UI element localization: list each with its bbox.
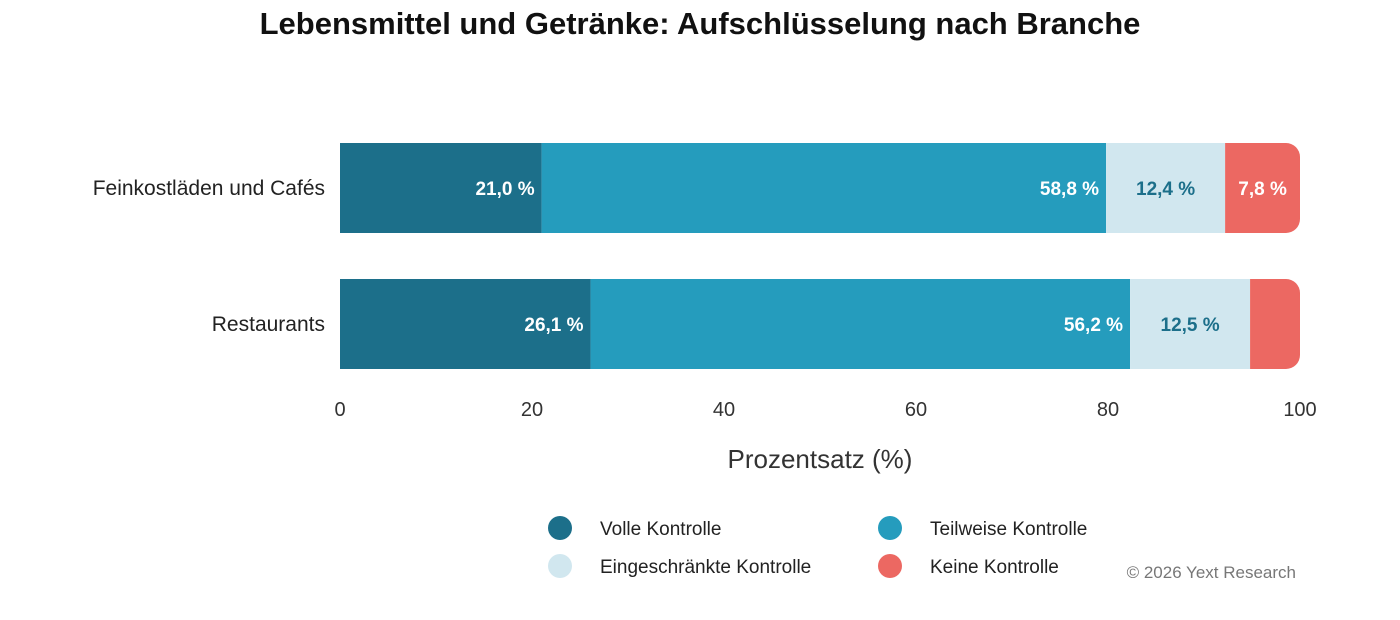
x-tick-label-80: 80 xyxy=(1097,399,1119,421)
data-label-volle-kontrolle-restaurants: 26,1 % xyxy=(524,315,583,336)
x-tick-label-60: 60 xyxy=(905,399,927,421)
bar-segment-teilweise-kontrolle-restaurants xyxy=(590,279,1131,369)
bars: Feinkostläden und Cafés 21,0 % 58,8 % 12,4 … xyxy=(93,143,1300,369)
data-label-teilweise-kontrolle-feinkostlaeden-und-cafes: 58,8 % xyxy=(1040,179,1099,200)
chart-title: Lebensmittel und Getränke: Aufschlüsselu… xyxy=(260,6,1141,41)
legend: Volle Kontrolle Teilweise Kontrolle Einges… xyxy=(548,516,1087,578)
legend-swatch-eingeschraenkte-kontrolle xyxy=(548,554,572,578)
legend-label-volle-kontrolle: Volle Kontrolle xyxy=(600,519,721,540)
bar-segment-eingeschraenkte-kontrolle-restaurants xyxy=(1130,279,1251,369)
x-tick-label-0: 0 xyxy=(334,399,345,421)
bar-segment-eingeschraenkte-kontrolle-feinkostlaeden-und-cafes xyxy=(1106,143,1226,233)
category-label-feinkostlaeden-und-cafes: Feinkostläden und Cafés xyxy=(93,177,325,200)
data-label-eingeschraenkte-kontrolle-feinkostlaeden-und-cafes: 12,4 % xyxy=(1136,179,1195,200)
bar-row-restaurants xyxy=(340,279,1300,369)
bar-segment-teilweise-kontrolle-feinkostlaeden-und-cafes xyxy=(541,143,1107,233)
bar-row-feinkostlaeden-und-cafes xyxy=(340,143,1300,233)
x-axis-title: Prozentsatz (%) xyxy=(728,444,913,474)
x-tick-label-40: 40 xyxy=(713,399,735,421)
legend-label-teilweise-kontrolle: Teilweise Kontrolle xyxy=(930,519,1087,540)
x-tick-label-20: 20 xyxy=(521,399,543,421)
bar-segment-volle-kontrolle-restaurants xyxy=(340,279,591,369)
legend-swatch-volle-kontrolle xyxy=(548,516,572,540)
credit: © 2026 Yext Research xyxy=(1127,563,1296,582)
bar-segment-keine-kontrolle-restaurants xyxy=(1250,279,1300,369)
x-tick-label-100: 100 xyxy=(1283,399,1316,421)
legend-label-keine-kontrolle: Keine Kontrolle xyxy=(930,557,1059,578)
data-label-eingeschraenkte-kontrolle-restaurants: 12,5 % xyxy=(1161,315,1220,336)
bar-segment-keine-kontrolle-feinkostlaeden-und-cafes xyxy=(1225,143,1300,233)
bar-segment-volle-kontrolle-feinkostlaeden-und-cafes xyxy=(340,143,542,233)
legend-label-eingeschraenkte-kontrolle: Eingeschränkte Kontrolle xyxy=(600,557,811,578)
legend-swatch-keine-kontrolle xyxy=(878,554,902,578)
x-axis-ticks: 0 20 40 60 80 100 xyxy=(334,399,1316,421)
data-label-volle-kontrolle-feinkostlaeden-und-cafes: 21,0 % xyxy=(475,179,534,200)
data-label-keine-kontrolle-feinkostlaeden-und-cafes: 7,8 % xyxy=(1238,179,1287,200)
legend-swatch-teilweise-kontrolle xyxy=(878,516,902,540)
category-label-restaurants: Restaurants xyxy=(212,313,325,336)
data-label-teilweise-kontrolle-restaurants: 56,2 % xyxy=(1064,315,1123,336)
